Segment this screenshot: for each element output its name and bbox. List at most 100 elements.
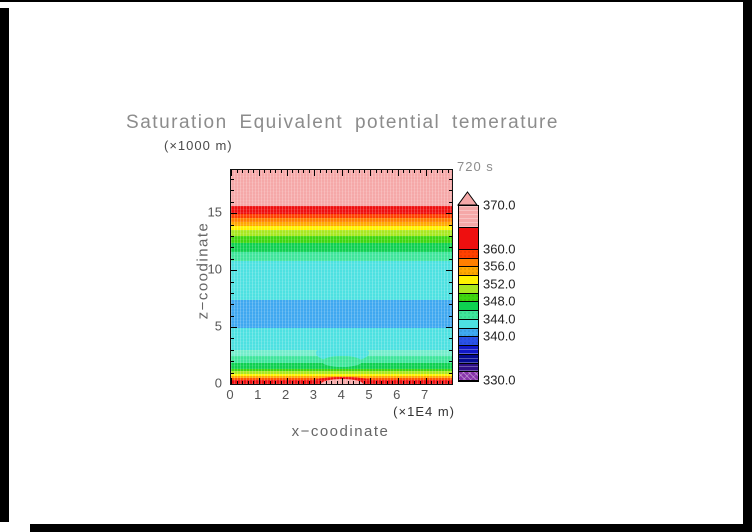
x-tick-label: 5	[365, 387, 373, 402]
colorbar-segment	[459, 354, 478, 364]
x-minor-tick	[292, 170, 294, 173]
x-tick-label: 4	[337, 387, 345, 402]
x-minor-tick	[358, 170, 360, 173]
colorbar-labels: 370.0 360.0 356.0 352.0 348.0 344.0 340.0 330.0	[483, 198, 533, 388]
x-minor-tick	[447, 170, 449, 173]
x-major-tick	[369, 378, 371, 384]
colorbar-segment	[459, 227, 478, 250]
contour-band	[231, 230, 452, 237]
contour-band	[231, 242, 452, 252]
x-tick-label: 3	[309, 387, 318, 402]
z-minor-tick	[231, 236, 234, 238]
x-minor-tick	[269, 381, 271, 384]
colorbar-segment	[459, 276, 478, 285]
contour-band	[231, 371, 452, 374]
x-major-tick	[286, 170, 288, 176]
colorbar-segment	[459, 293, 478, 303]
z-axis-unit-label: (×1000 m)	[164, 138, 233, 153]
x-major-tick	[369, 170, 371, 176]
z-minor-tick	[231, 361, 234, 363]
x-minor-tick	[414, 381, 416, 384]
z-minor-tick	[231, 292, 234, 294]
window-border-top	[0, 0, 752, 2]
x-minor-tick	[297, 170, 299, 173]
x-minor-tick	[236, 381, 238, 384]
x-major-tick	[286, 378, 288, 384]
z-minor-tick	[231, 349, 234, 351]
contour-band	[231, 327, 452, 350]
colorbar-label: 344.0	[483, 311, 516, 327]
z-minor-tick	[231, 224, 234, 226]
contour-band	[231, 214, 452, 219]
time-label: 720 s	[457, 159, 494, 174]
x-minor-tick	[303, 381, 305, 384]
z-minor-tick	[231, 179, 234, 181]
x-minor-tick	[303, 170, 305, 173]
x-minor-tick	[358, 381, 360, 384]
colorbar-segment	[459, 328, 478, 338]
x-minor-tick	[375, 170, 377, 173]
colorbar-segment	[459, 206, 478, 228]
z-minor-tick	[449, 338, 452, 340]
x-minor-tick	[408, 381, 410, 384]
x-minor-tick	[353, 170, 355, 173]
contour-plot	[230, 169, 453, 385]
x-minor-tick	[275, 381, 277, 384]
contour-band	[231, 261, 452, 301]
x-minor-tick	[242, 170, 244, 173]
z-minor-tick	[449, 201, 452, 203]
x-minor-tick	[308, 170, 310, 173]
x-minor-tick	[364, 381, 366, 384]
x-minor-tick	[353, 381, 355, 384]
x-major-tick	[231, 378, 232, 384]
x-minor-tick	[436, 381, 438, 384]
x-minor-tick	[381, 170, 383, 173]
x-axis-unit-label: (×1E4 m)	[393, 404, 455, 419]
colorbar-segment	[459, 249, 478, 259]
colorbar-label: 340.0	[483, 328, 516, 344]
colorbar-label: 348.0	[483, 293, 516, 309]
x-minor-tick	[392, 381, 394, 384]
x-minor-tick	[420, 170, 422, 173]
z-minor-tick	[449, 190, 452, 192]
z-minor-tick	[231, 201, 234, 203]
x-minor-tick	[436, 170, 438, 173]
colorbar-segment	[459, 267, 478, 276]
z-major-tick	[446, 327, 452, 329]
x-minor-tick	[275, 170, 277, 173]
x-minor-tick	[431, 170, 433, 173]
z-major-tick	[231, 270, 237, 272]
grid-mesh-overlay	[231, 170, 452, 384]
x-minor-tick	[281, 381, 283, 384]
contour-band	[231, 251, 452, 262]
contour-band	[231, 300, 452, 328]
x-minor-tick	[264, 381, 266, 384]
z-minor-tick	[231, 258, 234, 260]
x-minor-tick	[392, 170, 394, 173]
x-major-tick	[342, 378, 344, 384]
contour-band	[231, 170, 452, 207]
x-minor-tick	[442, 170, 444, 173]
x-minor-tick	[269, 170, 271, 173]
z-minor-tick	[449, 315, 452, 317]
x-minor-tick	[403, 381, 405, 384]
chart-title: Saturation Equivalent potential temeratu…	[126, 112, 559, 133]
x-minor-tick	[408, 170, 410, 173]
z-minor-tick	[231, 315, 234, 317]
contour-band	[231, 206, 452, 215]
colorbar-label: 356.0	[483, 258, 516, 274]
x-minor-tick	[247, 170, 249, 173]
z-tick-label: 15	[207, 204, 222, 220]
z-minor-tick	[449, 292, 452, 294]
x-major-tick	[397, 170, 399, 176]
colorbar-segment	[459, 319, 478, 329]
x-tick-label: 1	[254, 387, 262, 402]
x-minor-tick	[319, 381, 321, 384]
colorbar-segment	[459, 258, 478, 268]
z-minor-tick	[449, 349, 452, 351]
x-minor-tick	[347, 381, 349, 384]
z-minor-tick	[231, 281, 234, 283]
colorbar-overflow-arrow-icon	[457, 191, 478, 206]
z-tick-labels: 0 5 10 15	[190, 169, 222, 391]
